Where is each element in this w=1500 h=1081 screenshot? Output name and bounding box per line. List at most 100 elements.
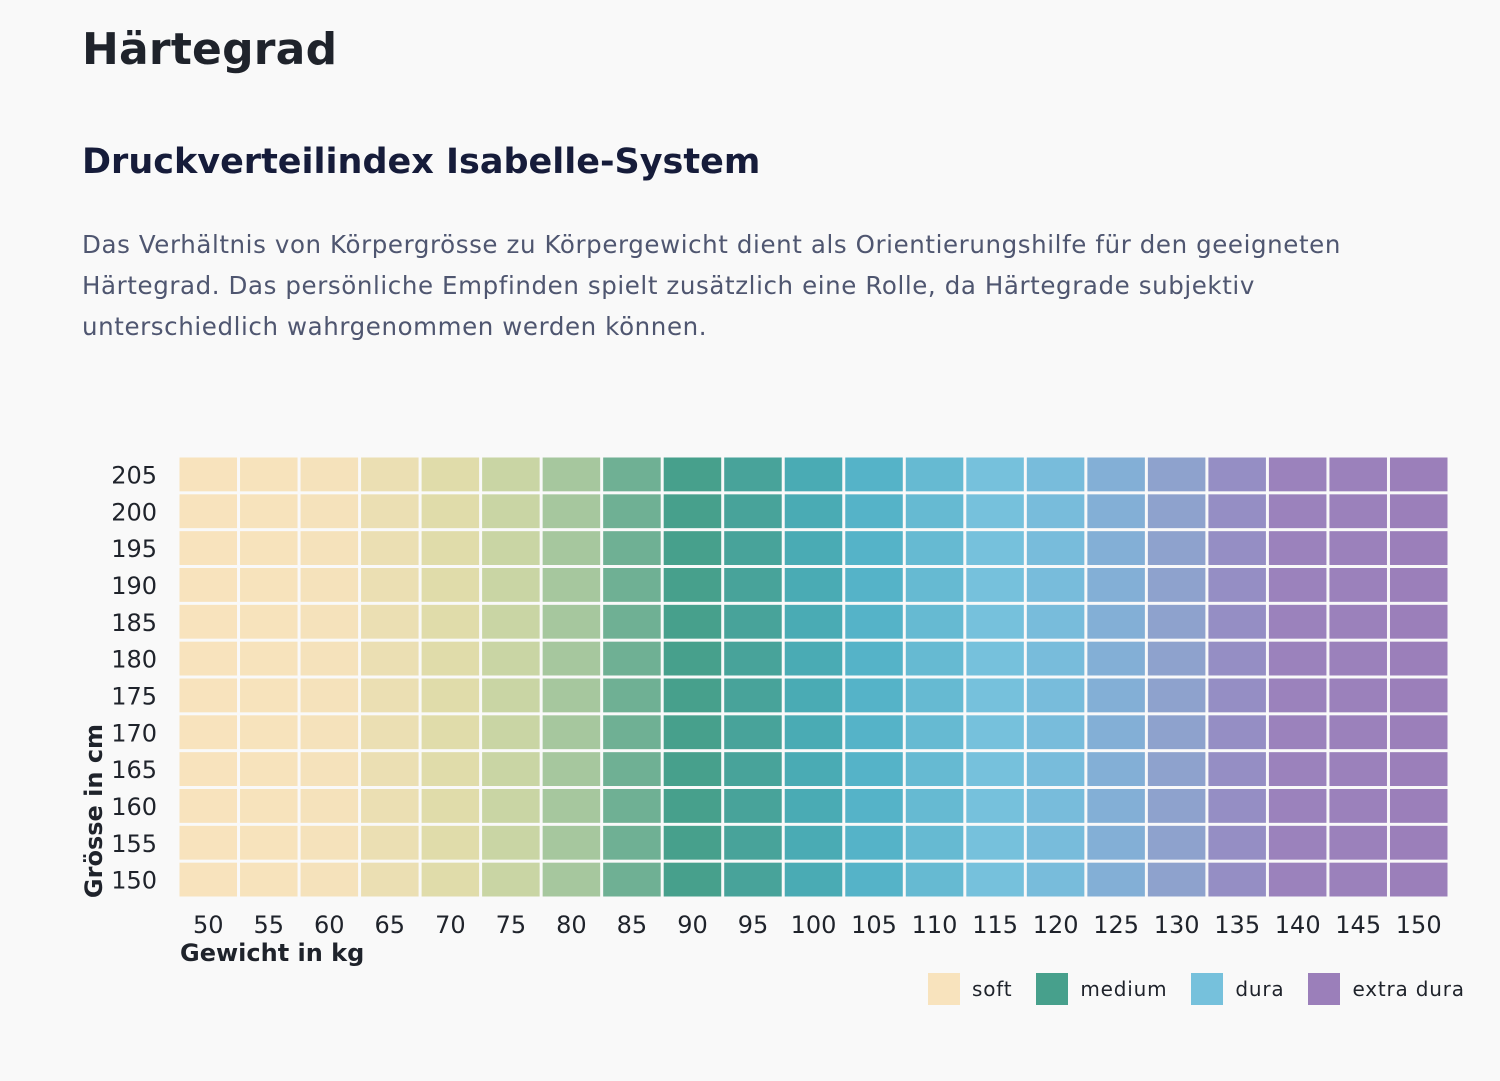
heatmap-cell [905, 604, 964, 639]
heatmap-cell [300, 752, 359, 786]
heatmap-cell [966, 494, 1024, 529]
heatmap-cell [1147, 678, 1206, 713]
heatmap-cell [179, 531, 238, 565]
x-tick-label: 145 [1335, 911, 1381, 939]
heatmap-cell [845, 531, 903, 565]
heatmap-cell [905, 678, 964, 713]
heatmap-cell [1147, 825, 1206, 860]
heatmap-cell [1026, 604, 1085, 639]
heatmap-cell [1268, 862, 1327, 897]
heatmap-cell [1026, 862, 1085, 897]
heatmap-cell [603, 862, 661, 897]
heatmap-cell [542, 825, 601, 860]
heatmap-cell [300, 604, 359, 639]
heatmap-cell [421, 825, 480, 860]
heatmap-cell [784, 531, 843, 565]
heatmap-cell [240, 494, 298, 529]
x-tick-label: 65 [375, 911, 406, 939]
heatmap-cell [784, 825, 843, 860]
heatmap-cell [421, 678, 480, 713]
heatmap-cell [724, 531, 782, 565]
y-tick-label: 185 [111, 609, 157, 637]
heatmap-cell [663, 457, 722, 492]
heatmap-cell [421, 494, 480, 529]
heatmap-cell [179, 457, 238, 492]
heatmap-cell [300, 678, 359, 713]
heatmap-cell [724, 604, 782, 639]
heatmap-cell [1087, 752, 1145, 786]
heatmap-cell [905, 825, 964, 860]
heatmap-cell [1026, 752, 1085, 786]
y-tick-label: 180 [111, 646, 157, 674]
heatmap-cell [784, 715, 843, 750]
heatmap-cell [784, 604, 843, 639]
heatmap-cell [1389, 641, 1448, 676]
heatmap-cell [542, 457, 601, 492]
legend-item: medium [1036, 973, 1167, 1005]
heatmap-cell [421, 789, 480, 823]
heatmap-cell [1268, 752, 1327, 786]
heatmap-cell [421, 604, 480, 639]
heatmap-cell [663, 825, 722, 860]
heatmap-cell [1087, 641, 1145, 676]
heatmap-cell [663, 531, 722, 565]
heatmap-cell [1026, 825, 1085, 860]
heatmap-cell [1147, 604, 1206, 639]
heatmap-cell [179, 494, 238, 529]
heatmap-cell [300, 531, 359, 565]
heatmap-cell [300, 457, 359, 492]
heatmap-cell [1147, 568, 1206, 602]
legend-swatch [928, 973, 960, 1005]
heatmap-cell [1329, 752, 1387, 786]
heatmap-cell [421, 457, 480, 492]
heatmap-cell [482, 752, 540, 786]
heatmap-cell [421, 715, 480, 750]
legend-label: extra dura [1352, 977, 1465, 1001]
heatmap-cell [724, 715, 782, 750]
heatmap-cell [905, 494, 964, 529]
heatmap-cell [724, 862, 782, 897]
heatmap-cell [663, 641, 722, 676]
heatmap-cell [1147, 862, 1206, 897]
x-tick-label: 70 [435, 911, 466, 939]
heatmap-cell [1389, 862, 1448, 897]
x-tick-label: 135 [1214, 911, 1260, 939]
heatmap-cell [1026, 494, 1085, 529]
heatmap-cell [1087, 457, 1145, 492]
heatmap-cell [1087, 789, 1145, 823]
heatmap-cell [905, 789, 964, 823]
heatmap-cell [966, 678, 1024, 713]
heatmap-cell [179, 862, 238, 897]
x-tick-label: 95 [738, 911, 769, 939]
heatmap-cell [784, 862, 843, 897]
heatmap-cell [361, 715, 419, 750]
heatmap-cell [845, 825, 903, 860]
heatmap-cell [300, 641, 359, 676]
heatmap-cell [603, 604, 661, 639]
heatmap-cell [905, 641, 964, 676]
heatmap-cell [603, 641, 661, 676]
heatmap-cell [240, 568, 298, 602]
heatmap-cell [1389, 789, 1448, 823]
heatmap-cell [603, 715, 661, 750]
heatmap-cell [361, 862, 419, 897]
heatmap-cell [1329, 789, 1387, 823]
heatmap-cell [1087, 678, 1145, 713]
legend-item: extra dura [1308, 973, 1464, 1005]
y-tick-label: 165 [111, 756, 157, 784]
heatmap-cell [845, 789, 903, 823]
heatmap-cell [905, 715, 964, 750]
heatmap-cell [724, 457, 782, 492]
heatmap-cell [724, 641, 782, 676]
heatmap-cell [1329, 641, 1387, 676]
legend-label: soft [972, 977, 1013, 1001]
heatmap-cell [1329, 715, 1387, 750]
heatmap-cell [1208, 494, 1266, 529]
y-tick-label: 200 [111, 498, 157, 526]
heatmap-cell [1329, 457, 1387, 492]
heatmap-cell [1026, 678, 1085, 713]
heatmap-cell [179, 604, 238, 639]
heatmap-cell [845, 752, 903, 786]
heatmap-cell [361, 531, 419, 565]
